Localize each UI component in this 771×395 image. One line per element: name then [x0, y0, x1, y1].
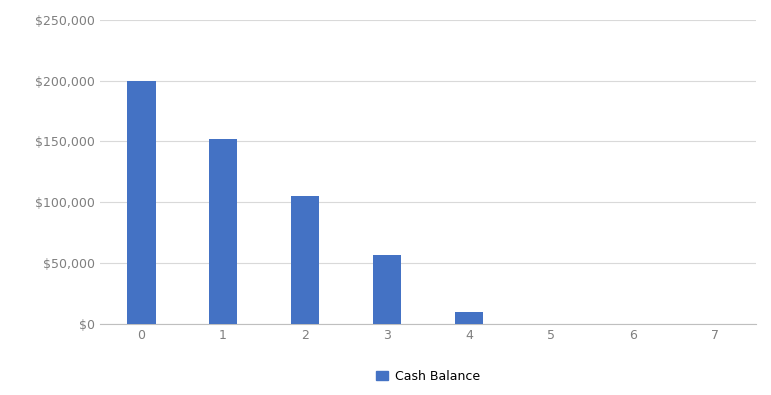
Bar	[209, 139, 237, 324]
Bar	[291, 196, 319, 324]
Bar	[127, 81, 156, 324]
Bar	[372, 254, 401, 324]
Bar	[455, 312, 483, 324]
Legend: Cash Balance: Cash Balance	[376, 370, 480, 383]
